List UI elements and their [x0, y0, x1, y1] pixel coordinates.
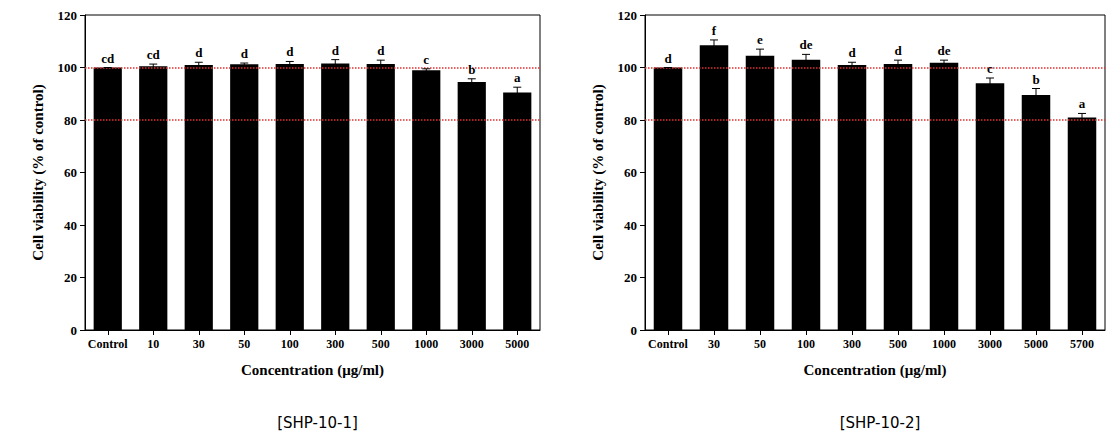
svg-text:d: d: [286, 44, 294, 59]
svg-text:300: 300: [326, 337, 344, 351]
svg-text:f: f: [712, 23, 717, 38]
svg-text:30: 30: [708, 337, 720, 351]
svg-text:Control: Control: [88, 337, 128, 351]
svg-text:d: d: [241, 46, 249, 61]
svg-text:20: 20: [64, 270, 77, 285]
svg-text:b: b: [1032, 72, 1039, 87]
svg-text:1000: 1000: [932, 337, 956, 351]
svg-text:d: d: [664, 51, 672, 66]
svg-text:d: d: [332, 43, 340, 58]
svg-text:50: 50: [238, 337, 250, 351]
svg-text:100: 100: [797, 337, 815, 351]
svg-text:de: de: [938, 43, 951, 58]
svg-text:3000: 3000: [460, 337, 484, 351]
svg-text:60: 60: [624, 165, 637, 180]
svg-text:c: c: [423, 52, 429, 67]
svg-text:a: a: [1079, 96, 1086, 111]
svg-text:0: 0: [71, 323, 78, 338]
svg-text:10: 10: [147, 337, 159, 351]
svg-text:Cell viability (% of control): Cell viability (% of control): [30, 84, 47, 260]
svg-text:de: de: [800, 37, 813, 52]
svg-text:80: 80: [624, 113, 637, 128]
svg-text:100: 100: [281, 337, 299, 351]
svg-text:5700: 5700: [1070, 337, 1094, 351]
svg-text:60: 60: [64, 165, 77, 180]
svg-text:0: 0: [631, 323, 638, 338]
svg-text:d: d: [195, 45, 203, 60]
svg-text:40: 40: [64, 218, 77, 233]
svg-text:500: 500: [372, 337, 390, 351]
svg-text:d: d: [848, 45, 856, 60]
svg-text:e: e: [757, 32, 763, 47]
svg-text:cd: cd: [101, 51, 115, 66]
svg-text:1000: 1000: [414, 337, 438, 351]
svg-text:c: c: [987, 61, 993, 76]
svg-text:Concentration (μg/ml): Concentration (μg/ml): [803, 362, 946, 379]
svg-text:[SHP-10-2]: [SHP-10-2]: [840, 414, 921, 432]
svg-text:300: 300: [843, 337, 861, 351]
svg-text:d: d: [377, 43, 385, 58]
svg-text:120: 120: [618, 8, 638, 23]
svg-text:cd: cd: [147, 47, 161, 62]
svg-text:5000: 5000: [505, 337, 529, 351]
svg-text:d: d: [894, 43, 902, 58]
svg-text:b: b: [468, 62, 475, 77]
svg-text:120: 120: [58, 8, 78, 23]
svg-text:100: 100: [58, 60, 78, 75]
svg-text:80: 80: [64, 113, 77, 128]
svg-text:3000: 3000: [978, 337, 1002, 351]
svg-text:50: 50: [754, 337, 766, 351]
svg-text:20: 20: [624, 270, 637, 285]
svg-text:a: a: [514, 70, 521, 85]
svg-text:100: 100: [618, 60, 638, 75]
svg-text:Cell viability (% of control): Cell viability (% of control): [590, 84, 607, 260]
svg-text:40: 40: [624, 218, 637, 233]
svg-text:Control: Control: [648, 337, 688, 351]
svg-text:500: 500: [889, 337, 907, 351]
svg-text:Concentration (μg/ml): Concentration (μg/ml): [241, 362, 384, 379]
svg-text:30: 30: [193, 337, 205, 351]
svg-text:[SHP-10-1]: [SHP-10-1]: [277, 414, 358, 432]
svg-text:5000: 5000: [1024, 337, 1048, 351]
